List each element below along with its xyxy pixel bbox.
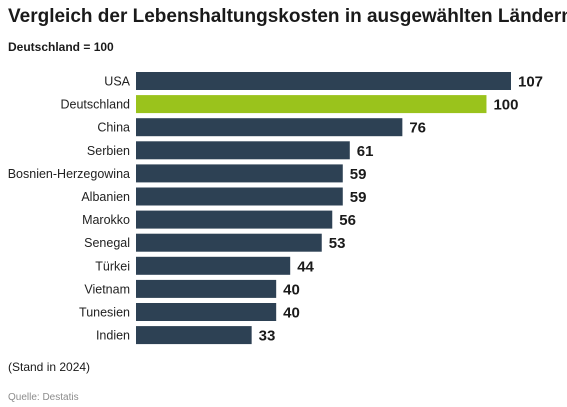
category-label-tunesien: Tunesien (79, 306, 130, 320)
category-label-albanien: Albanien (81, 190, 130, 204)
value-label-china: 76 (409, 120, 426, 137)
bar-serbien (136, 141, 350, 160)
category-label-senegal: Senegal (84, 236, 130, 250)
footnote: (Stand in 2024) (8, 360, 91, 374)
bar-usa (136, 72, 511, 90)
bar-albanien (136, 187, 343, 206)
bar-tuerkei (136, 256, 291, 275)
bar-china (136, 118, 403, 137)
bar-tunesien (136, 303, 277, 321)
chart-title: Vergleich der Lebenshaltungskosten in au… (8, 6, 567, 27)
category-label-marokko: Marokko (82, 213, 130, 227)
value-label-usa: 107 (518, 74, 543, 91)
bar-chart: USA 107 Deutschland 100 China 76 Serbien 61 Bosn… (8, 72, 543, 345)
chart-subtitle: Deutschland = 100 (8, 40, 114, 54)
category-label-indien: Indien (96, 329, 130, 343)
category-label-usa: USA (104, 75, 130, 89)
bar-deutschland (136, 95, 487, 114)
value-label-serbien: 61 (357, 143, 374, 160)
value-label-bosnien-herzegowina: 59 (350, 166, 367, 183)
value-label-deutschland: 100 (493, 97, 518, 114)
category-label-china: China (97, 121, 130, 135)
value-label-senegal: 53 (329, 235, 346, 252)
value-label-tuerkei: 44 (297, 258, 314, 275)
category-label-bosnien-herzegowina: Bosnien-Herzegowina (8, 167, 130, 181)
bar-indien (136, 326, 252, 345)
value-label-vietnam: 40 (283, 281, 300, 298)
category-label-serbien: Serbien (87, 144, 130, 158)
bar-senegal (136, 233, 322, 252)
bar-marokko (136, 210, 333, 229)
bars-group: USA 107 Deutschland 100 China 76 Serbien 61 Bosn… (8, 72, 543, 345)
value-label-marokko: 56 (339, 212, 356, 229)
bar-bosnien-herzegowina (136, 164, 343, 183)
value-label-indien: 33 (259, 328, 276, 345)
category-label-vietnam: Vietnam (84, 282, 130, 296)
source-note: Quelle: Destatis (8, 392, 79, 403)
category-label-tuerkei: Türkei (95, 259, 130, 273)
bar-vietnam (136, 279, 277, 298)
value-label-albanien: 59 (350, 189, 367, 206)
value-label-tunesien: 40 (283, 305, 300, 322)
category-label-deutschland: Deutschland (61, 98, 131, 112)
